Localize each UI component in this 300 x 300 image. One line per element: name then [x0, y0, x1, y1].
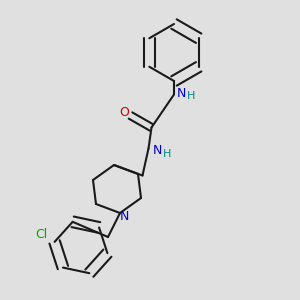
Text: Cl: Cl [35, 228, 47, 241]
Text: H: H [187, 91, 196, 101]
Text: N: N [177, 86, 186, 100]
Text: H: H [163, 149, 172, 159]
Text: O: O [120, 106, 129, 119]
Text: N: N [153, 143, 162, 157]
Text: N: N [120, 209, 129, 223]
